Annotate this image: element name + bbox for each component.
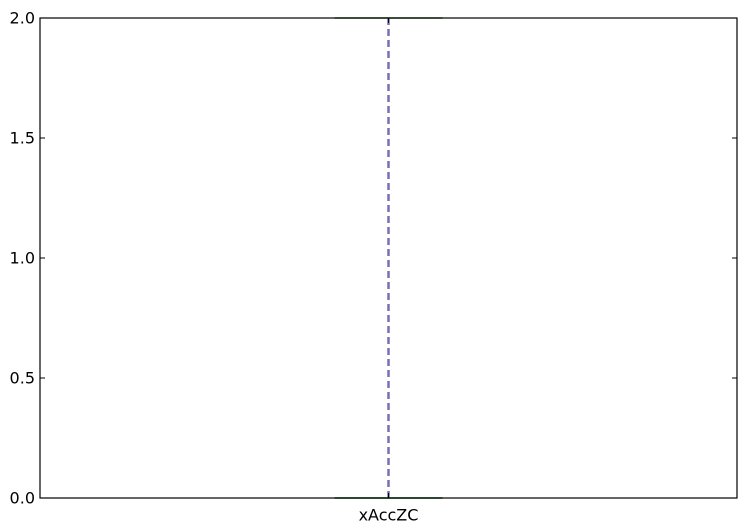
x-axis: xAccZC [359, 18, 419, 525]
y-tick-label: 1.5 [10, 129, 35, 148]
y-tick-label: 1.0 [10, 249, 35, 268]
x-tick-label: xAccZC [359, 506, 419, 525]
y-tick-label: 0.0 [10, 489, 35, 508]
y-tick-label: 0.5 [10, 369, 35, 388]
plot-frame [39, 17, 738, 499]
y-tick-label: 2.0 [10, 9, 35, 28]
